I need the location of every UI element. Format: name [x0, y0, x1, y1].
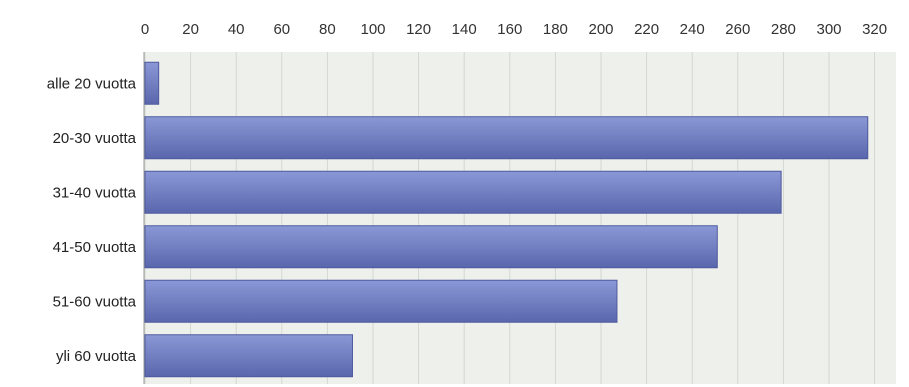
bar-20-30-vuotta	[144, 116, 869, 160]
bar-31-40-vuotta	[144, 170, 782, 214]
x-tick-label: 220	[634, 21, 659, 38]
x-tick-label: 20	[182, 21, 199, 38]
x-tick-label: 0	[141, 21, 149, 38]
x-axis-ticks: 0 20 40 60 80 100 120 140 160 180 200 220 240 260 280 3…	[141, 21, 887, 38]
category-labels: alle 20 vuotta 20-30 vuotta 31-40 vuotta 41…	[47, 75, 137, 365]
bar-41-50-vuotta	[144, 225, 718, 269]
bars	[144, 61, 869, 378]
x-tick-label: 100	[360, 21, 385, 38]
bar-51-60-vuotta	[144, 279, 618, 323]
category-label: 20-30 vuotta	[53, 130, 137, 147]
gridlines	[144, 52, 876, 384]
plot-area	[144, 52, 896, 384]
bar-yli-60-vuotta	[144, 334, 353, 378]
x-tick-label: 240	[680, 21, 705, 38]
x-tick-label: 280	[771, 21, 796, 38]
x-tick-label: 120	[406, 21, 431, 38]
x-tick-label: 300	[816, 21, 841, 38]
bar-alle-20-vuotta	[144, 61, 160, 105]
x-tick-label: 160	[497, 21, 522, 38]
x-tick-label: 140	[452, 21, 477, 38]
category-label: 31-40 vuotta	[53, 184, 137, 201]
x-tick-label: 60	[273, 21, 290, 38]
x-tick-label: 200	[588, 21, 613, 38]
category-label: yli 60 vuotta	[56, 348, 137, 365]
category-label: 41-50 vuotta	[53, 239, 137, 256]
x-tick-label: 40	[228, 21, 245, 38]
x-tick-label: 180	[543, 21, 568, 38]
x-tick-label: 320	[862, 21, 887, 38]
x-tick-label: 80	[319, 21, 336, 38]
category-label: 51-60 vuotta	[53, 293, 137, 310]
x-tick-label: 260	[725, 21, 750, 38]
category-label: alle 20 vuotta	[47, 75, 137, 92]
